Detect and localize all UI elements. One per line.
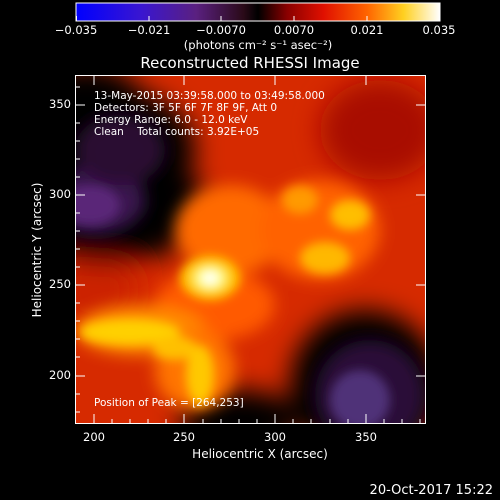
colorbar-units-label: (photons cm⁻² s⁻¹ asec⁻²) — [183, 38, 333, 52]
y-axis-label: Heliocentric Y (arcsec) — [30, 182, 44, 318]
axis-tick-marks — [75, 75, 426, 424]
colorbar — [75, 2, 441, 22]
colorbar-tick-label: 0.035 — [422, 23, 456, 37]
clean-counts-annotation: Clean Total counts: 3.92E+05 — [94, 126, 260, 138]
colorbar-tick-label: 0.021 — [350, 23, 384, 37]
render-date: 20-Oct-2017 15:22 — [369, 483, 493, 498]
peak-position-annotation: Position of Peak = [264,253] — [94, 397, 244, 409]
y-tick-label: 200 — [49, 368, 71, 382]
colorbar-tick-marks — [76, 16, 440, 21]
colorbar-gradient — [75, 2, 441, 22]
time-range-annotation: 13-May-2015 03:39:58.000 to 03:49:58.000 — [94, 90, 325, 102]
x-tick-label: 300 — [264, 430, 286, 444]
energy-range-annotation: Energy Range: 6.0 - 12.0 keV — [94, 114, 248, 126]
x-tick-label: 200 — [83, 430, 105, 444]
colorbar-tick-label: −0.035 — [54, 23, 98, 37]
colorbar-tick-label: −0.0070 — [196, 23, 246, 37]
y-tick-label: 300 — [49, 187, 71, 201]
detectors-annotation: Detectors: 3F 5F 6F 7F 8F 9F, Att 0 — [94, 102, 278, 114]
x-tick-label: 350 — [355, 430, 377, 444]
y-tick-label: 250 — [49, 277, 71, 291]
colorbar-tick-label: 0.0070 — [273, 23, 315, 37]
x-tick-label: 250 — [173, 430, 195, 444]
image-map — [75, 75, 426, 424]
y-tick-label: 350 — [49, 97, 71, 111]
plot-title: Reconstructed RHESSI Image — [140, 54, 360, 72]
x-axis-label: Heliocentric X (arcsec) — [192, 447, 328, 461]
colorbar-tick-label: −0.021 — [127, 23, 171, 37]
